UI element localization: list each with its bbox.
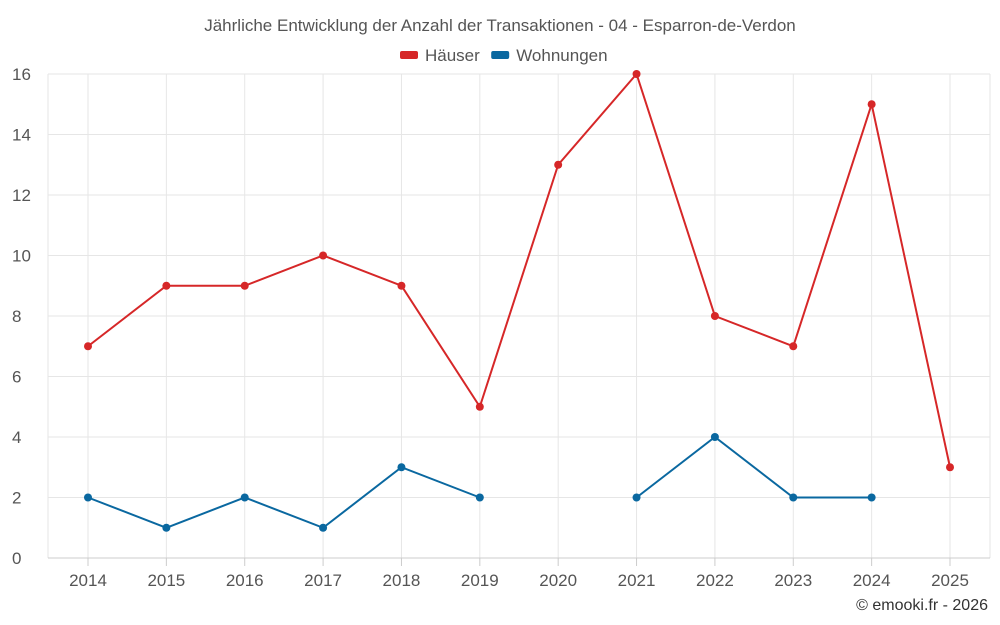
data-point-h-user[interactable] [397, 281, 406, 290]
data-point-h-user[interactable] [240, 281, 249, 290]
legend-swatch [491, 51, 510, 59]
legend-item-wohnungen[interactable]: Wohnungen [491, 46, 608, 65]
legend-label: Wohnungen [516, 46, 607, 65]
y-tick-label: 6 [12, 368, 21, 387]
y-tick-label: 8 [12, 307, 21, 326]
legend-label: Häuser [425, 46, 480, 65]
data-point-h-user[interactable] [319, 251, 328, 260]
series-line-wohnungen [635, 435, 872, 499]
data-point-h-user[interactable] [789, 342, 798, 351]
series-line-h-user [87, 72, 951, 468]
legend: Häuser Wohnungen [400, 46, 608, 65]
credit-text: © emooki.fr - 2026 [856, 597, 988, 614]
data-point-wohnungen[interactable] [397, 463, 406, 472]
y-tick-label: 16 [12, 65, 31, 84]
data-point-wohnungen[interactable] [84, 493, 92, 502]
y-tick-label: 0 [12, 549, 21, 568]
data-point-h-user[interactable] [162, 281, 171, 290]
x-tick-label: 2025 [931, 571, 969, 590]
data-point-h-user[interactable] [946, 463, 954, 472]
chart-title: Jährliche Entwicklung der Anzahl der Tra… [204, 16, 796, 35]
grid [47, 73, 991, 558]
data-point-wohnungen[interactable] [319, 523, 328, 532]
x-tick-label: 2016 [226, 571, 264, 590]
y-tick-label: 10 [12, 247, 31, 266]
x-tick-label: 2023 [774, 571, 812, 590]
x-tick-label: 2019 [461, 571, 499, 590]
y-tick-label: 12 [12, 186, 31, 205]
y-tick-label: 4 [12, 428, 21, 447]
x-tick-label: 2020 [539, 571, 577, 590]
data-point-h-user[interactable] [710, 312, 719, 320]
y-axis: 0 2 4 6 8 10 12 14 16 [12, 65, 31, 568]
x-tick-label: 2014 [69, 571, 107, 590]
data-point-wohnungen[interactable] [789, 493, 798, 502]
x-tick-label: 2017 [304, 571, 342, 590]
x-tick-label: 2018 [383, 571, 421, 590]
data-point-wohnungen[interactable] [475, 493, 484, 502]
data-point-h-user[interactable] [867, 100, 876, 109]
data-point-wohnungen[interactable] [710, 433, 719, 441]
data-point-h-user[interactable] [475, 402, 484, 411]
legend-item-h-user[interactable]: Häuser [400, 46, 480, 65]
data-point-wohnungen[interactable] [632, 493, 641, 502]
series-group [84, 70, 954, 532]
y-tick-label: 2 [12, 489, 21, 508]
legend-swatch [400, 51, 418, 59]
x-axis: 2014 2015 2016 2017 2018 2019 2020 2021 2022 2023… [48, 557, 990, 590]
series-line-wohnungen [87, 466, 481, 529]
x-tick-label: 2015 [147, 571, 185, 590]
data-point-wohnungen[interactable] [867, 493, 876, 502]
data-point-h-user[interactable] [632, 70, 641, 78]
data-point-wohnungen[interactable] [240, 493, 249, 502]
x-tick-label: 2022 [696, 571, 734, 590]
y-tick-label: 14 [12, 126, 31, 145]
x-tick-label: 2021 [618, 571, 656, 590]
data-point-wohnungen[interactable] [162, 523, 171, 532]
data-point-h-user[interactable] [554, 160, 563, 169]
data-point-h-user[interactable] [84, 342, 92, 351]
x-tick-label: 2024 [853, 571, 891, 590]
